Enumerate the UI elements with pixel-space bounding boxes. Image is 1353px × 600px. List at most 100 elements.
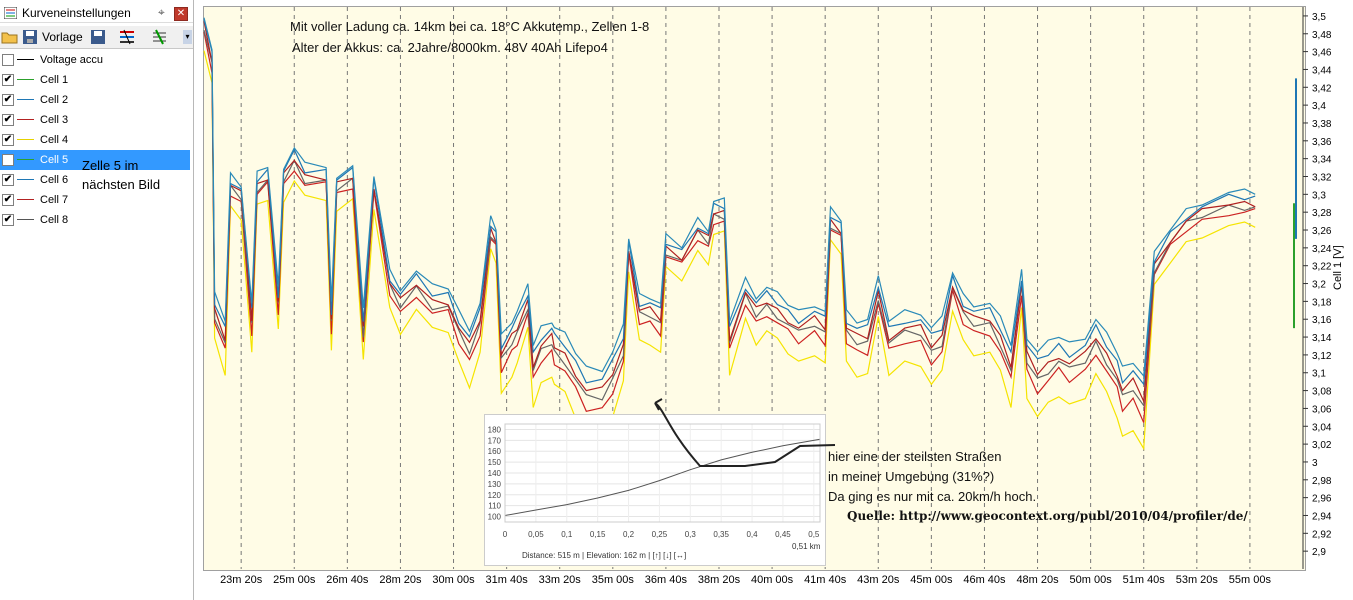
x-tick-label: 36m 40s: [645, 574, 688, 586]
curve-checkbox[interactable]: ✔: [2, 94, 14, 106]
y-tick-label: 3,08: [1312, 387, 1332, 398]
y-tick-label: 3,5: [1312, 12, 1326, 23]
y-tick-label: 3,34: [1312, 155, 1332, 166]
curve-label: Cell 1: [40, 74, 69, 86]
curve-label: Cell 8: [40, 214, 69, 226]
y-tick-label: 2,96: [1312, 494, 1332, 505]
curve-checkbox[interactable]: [2, 54, 14, 66]
y-tick-label: 3,1: [1312, 369, 1326, 380]
curve-checkbox[interactable]: ✔: [2, 114, 14, 126]
curve-label: Cell 6: [40, 174, 69, 186]
save-icon[interactable]: [22, 28, 38, 46]
y-tick-label: 3,22: [1312, 262, 1332, 273]
y-tick-label: 3,04: [1312, 422, 1332, 433]
curve-color-swatch: [17, 219, 34, 220]
cell5-note-line: nächsten Bild: [82, 177, 161, 192]
x-tick-label: 30m 00s: [432, 574, 475, 586]
y-tick-label: 3,16: [1312, 315, 1332, 326]
curve-color-swatch: [17, 199, 34, 200]
curve-checkbox[interactable]: ✔: [2, 194, 14, 206]
steep-line: Da ging es nur mit ca. 20km/h hoch.: [828, 489, 1037, 504]
close-button[interactable]: ✕: [174, 7, 188, 21]
curve-label: Cell 5: [40, 154, 69, 166]
y-tick-label: 2,94: [1312, 511, 1332, 522]
y-tick-label: 3,38: [1312, 119, 1332, 130]
curve-checkbox[interactable]: ✔: [2, 74, 14, 86]
x-tick-label: 35m 00s: [592, 574, 635, 586]
steep-line: in meiner Umgebung (31%?): [828, 469, 995, 484]
x-tick-label: 33m 20s: [539, 574, 582, 586]
curve-settings-panel: Kurveneinstellungen ⌖ ✕ Vorlage ▾ Voltag…: [0, 0, 194, 600]
curve-row-cell-6[interactable]: ✔ Cell 6: [0, 170, 190, 190]
vorlage-label[interactable]: Vorlage: [42, 30, 83, 44]
series-line-cell-4: [203, 50, 1256, 451]
curve-label: Cell 2: [40, 94, 69, 106]
y-tick-label: 3: [1312, 458, 1318, 469]
y-tick-label: 3,02: [1312, 440, 1332, 451]
curve-color-swatch: [17, 159, 34, 160]
pin-icon[interactable]: ⌖: [158, 5, 165, 19]
curve-color-swatch: [17, 59, 34, 60]
y-axis-label: Cell 1 [V]: [1332, 245, 1344, 290]
y-tick-label: 3,12: [1312, 351, 1332, 362]
elevation-profile-inset: [484, 414, 826, 566]
x-tick-label: 48m 20s: [1016, 574, 1059, 586]
curve-checkbox[interactable]: ✔: [2, 214, 14, 226]
curve-row-cell-3[interactable]: ✔ Cell 3: [0, 110, 190, 130]
elevation-footer: Distance: 515 m | Elevation: 162 m | [↑]…: [522, 551, 687, 560]
curve-checkbox[interactable]: ✔: [2, 174, 14, 186]
curve-checkbox[interactable]: [2, 154, 14, 166]
y-tick-label: 2,92: [1312, 529, 1332, 540]
y-tick-label: 3,24: [1312, 244, 1332, 255]
curve-color-swatch: [17, 119, 34, 120]
steep-line: hier eine der steilsten Straßen: [828, 449, 1002, 464]
annotation-source: Quelle: http://www.geocontext.org/publ/2…: [847, 509, 1248, 523]
x-tick-label: 40m 00s: [751, 574, 794, 586]
curve-label: Cell 7: [40, 194, 69, 206]
x-tick-label: 46m 40s: [963, 574, 1006, 586]
curve-row-cell-4[interactable]: ✔ Cell 4: [0, 130, 190, 150]
filter-icon[interactable]: [151, 28, 168, 46]
curve-row-cell-7[interactable]: ✔ Cell 7: [0, 190, 190, 210]
curve-label: Cell 4: [40, 134, 69, 146]
annotation-steep-road: hier eine der steilsten Straßen in meine…: [828, 447, 1036, 507]
x-tick-label: 38m 20s: [698, 574, 741, 586]
elevation-unit-label: 0,51 km: [792, 542, 821, 551]
open-folder-icon[interactable]: [1, 28, 18, 46]
save-template-icon[interactable]: [90, 28, 106, 46]
x-tick-label: 45m 00s: [910, 574, 953, 586]
annotation-battery-age: Alter der Akkus: ca. 2Jahre/8000km. 48V …: [292, 40, 608, 55]
panel-title: Kurveneinstellungen: [22, 6, 131, 20]
y-tick-label: 3,4: [1312, 101, 1326, 112]
chart-settings-icon[interactable]: [118, 28, 136, 46]
y-tick-label: 3,46: [1312, 48, 1332, 59]
curve-color-swatch: [17, 99, 34, 100]
x-tick-label: 31m 40s: [486, 574, 529, 586]
y-tick-label: 3,48: [1312, 30, 1332, 41]
x-tick-label: 51m 40s: [1123, 574, 1166, 586]
y-tick-label: 3,06: [1312, 404, 1332, 415]
cell5-note-line: Zelle 5 im: [82, 158, 139, 173]
curve-color-swatch: [17, 179, 34, 180]
x-tick-label: 50m 00s: [1070, 574, 1113, 586]
curve-row-cell-8[interactable]: ✔ Cell 8: [0, 210, 190, 230]
x-tick-label: 53m 20s: [1176, 574, 1219, 586]
x-tick-label: 41m 40s: [804, 574, 847, 586]
x-tick-label: 23m 20s: [220, 574, 263, 586]
panel-toolbar: Vorlage ▾: [0, 26, 193, 49]
curve-checkbox[interactable]: ✔: [2, 134, 14, 146]
curve-row-cell-2[interactable]: ✔ Cell 2: [0, 90, 190, 110]
y-tick-label: 3,2: [1312, 280, 1326, 291]
y-tick-label: 2,98: [1312, 476, 1332, 487]
curve-row-cell-1[interactable]: ✔ Cell 1: [0, 70, 190, 90]
curve-label: Cell 3: [40, 114, 69, 126]
curve-label: Voltage accu: [40, 54, 103, 66]
y-tick-label: 3,44: [1312, 65, 1332, 76]
x-tick-label: 25m 00s: [273, 574, 316, 586]
curve-row-voltage-accu[interactable]: Voltage accu: [0, 50, 190, 70]
series-line-cell-2: [203, 17, 1256, 378]
toolbar-overflow-arrow[interactable]: ▾: [183, 30, 192, 44]
y-tick-label: 3,32: [1312, 172, 1332, 183]
curve-row-cell-5[interactable]: Cell 5: [0, 150, 190, 170]
